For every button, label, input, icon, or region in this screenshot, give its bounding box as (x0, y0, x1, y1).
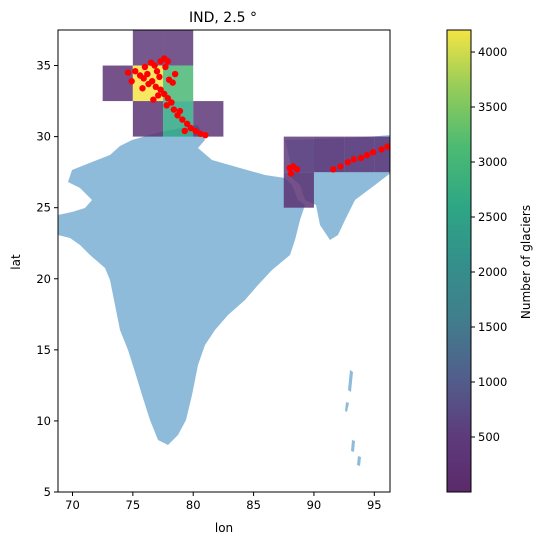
glacier-point (144, 70, 151, 78)
glacier-point (155, 92, 162, 99)
x-tick-label: 85 (246, 498, 261, 512)
y-axis: 5 10 15 20 25 30 35 (36, 59, 58, 499)
y-tick-label: 5 (44, 485, 51, 499)
chart-title: IND, 2.5 ° (189, 10, 257, 26)
glacier-point (183, 120, 191, 128)
glacier-point (139, 85, 146, 92)
colorbar-tick-label: 3000 (478, 155, 507, 169)
plot-frame (57, 29, 391, 493)
glacier-point (145, 80, 152, 88)
andaman-islands-shape (345, 370, 361, 466)
glacier-point (150, 96, 157, 103)
glacier-point (124, 69, 132, 76)
heatmap-cell (374, 136, 390, 173)
glacier-point (141, 63, 149, 71)
glacier-point (157, 86, 164, 93)
glacier-point (293, 166, 301, 173)
y-tick-label: 25 (36, 201, 51, 215)
heatmap-cell (132, 101, 164, 137)
glacier-point (350, 156, 357, 163)
colorbar-tick-label: 4000 (478, 45, 507, 59)
glacier-point (357, 154, 365, 162)
glacier-point (164, 58, 172, 65)
glacier-point (192, 127, 199, 135)
india-country-shape (58, 125, 390, 445)
glacier-points (124, 55, 390, 177)
glacier-point (344, 159, 351, 166)
x-axis: 70 75 80 85 90 95 (65, 492, 382, 512)
glacier-point (202, 131, 209, 139)
glacier-point (170, 106, 178, 113)
glacier-point (176, 107, 184, 115)
glacier-point (132, 68, 139, 75)
glacier-point (179, 116, 186, 123)
colorbar-tick-label: 500 (478, 430, 500, 444)
plot-area (58, 30, 390, 466)
glacier-point (330, 166, 337, 173)
glacier-point (197, 130, 204, 137)
colorbar-ticks: 500 1000 1500 2000 2500 3000 3500 4000 (471, 45, 507, 444)
x-tick-label: 75 (126, 498, 141, 512)
colorbar-tick-label: 1000 (478, 375, 507, 389)
glacier-point (156, 73, 163, 81)
glacier-point (165, 76, 173, 83)
glacier-point (363, 151, 371, 159)
glacier-point (162, 63, 169, 71)
glacier-point (128, 77, 135, 85)
y-tick-label: 15 (36, 343, 51, 357)
colorbar-tick-label: 3500 (478, 100, 507, 114)
y-tick-label: 20 (36, 272, 51, 286)
glacier-point (151, 62, 158, 69)
x-tick-label: 80 (186, 498, 201, 512)
x-axis-label: lon (215, 521, 233, 535)
glacier-point (384, 143, 390, 150)
y-tick-label: 30 (36, 130, 51, 144)
heatmap-cell (283, 172, 314, 208)
glacier-point (171, 70, 179, 78)
glacier-point (163, 102, 170, 109)
glacier-point (152, 83, 159, 91)
glacier-point (161, 90, 168, 98)
glacier-point (187, 124, 194, 132)
glacier-point (369, 149, 377, 156)
glacier-point (140, 75, 147, 82)
glacier-point (378, 146, 385, 153)
y-axis-label: lat (9, 254, 23, 270)
glacier-point (168, 99, 175, 106)
colorbar-tick-label: 2000 (478, 265, 507, 279)
glacier-point (164, 95, 172, 102)
x-tick-label: 90 (307, 498, 322, 512)
colorbar-tick-label: 2500 (478, 210, 507, 224)
glacier-point (337, 163, 344, 170)
x-tick-label: 70 (65, 498, 80, 512)
glacier-point (287, 170, 295, 177)
y-tick-label: 35 (36, 59, 51, 73)
glacier-point (153, 68, 161, 75)
colorbar-tick-label: 1500 (478, 320, 507, 334)
y-tick-label: 10 (36, 414, 51, 428)
glacier-point (181, 127, 188, 135)
colorbar-label: Number of glaciers (519, 205, 533, 319)
x-tick-label: 95 (367, 498, 382, 512)
colorbar (446, 29, 472, 493)
